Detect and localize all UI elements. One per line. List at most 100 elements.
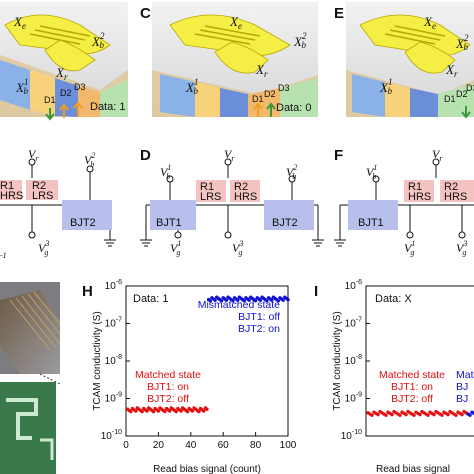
- panel-label-c: C: [140, 5, 151, 22]
- arrow-down-green: [461, 106, 471, 119]
- x-ticks: 0 20 40 60 80 100: [123, 432, 297, 451]
- gate-lines: [384, 25, 446, 45]
- vg3-label: V3 g: [456, 239, 467, 257]
- data-label: Data: X: [375, 293, 412, 305]
- data-point: [265, 299, 269, 303]
- arrow-up-orange: [253, 102, 263, 117]
- y-tick-label: 10-7: [345, 317, 362, 330]
- layer-green: [100, 80, 128, 117]
- data-point: [205, 407, 209, 411]
- label-xr: Xr: [255, 62, 268, 79]
- data-point: [384, 413, 388, 417]
- label-xe: Xe: [423, 14, 436, 31]
- vr-terminal: [432, 158, 440, 166]
- resistor-r1: [196, 180, 226, 202]
- label-d2: D2: [456, 89, 468, 99]
- resistor-r2: [440, 180, 474, 202]
- data-point: [185, 409, 190, 414]
- plot-frame: [365, 285, 474, 437]
- annotation-text: Mismatched state: [198, 299, 280, 311]
- layer-blue: [0, 60, 30, 110]
- resistor-r2: [230, 180, 260, 202]
- layer-orange: [30, 70, 55, 116]
- y-tick-label: 10-9: [105, 392, 122, 405]
- r1-state: HRS: [408, 191, 431, 203]
- bjt2-label: BJT2: [70, 217, 96, 229]
- data-point: [168, 409, 172, 413]
- panel-label-e: E: [334, 5, 344, 22]
- label-xb1: X1 b: [15, 77, 28, 96]
- r1-state: LRS: [200, 191, 221, 203]
- x-tick-label: 100: [280, 440, 297, 451]
- bjt1-label: BJT1: [156, 217, 182, 229]
- series-marks: [366, 409, 474, 417]
- vb1-label: V1 b: [160, 163, 171, 181]
- device-panel-b: Xe X2 b Xr X1 b D1 D2 D3 Data: 1: [0, 2, 128, 121]
- r1-label: R1: [0, 180, 14, 192]
- layer-blue: [160, 74, 195, 117]
- data-point: [446, 412, 450, 417]
- x-tick-label: 80: [250, 440, 262, 451]
- annotation-text: BJT1: on: [391, 381, 433, 393]
- y-tick-label: 10-10: [101, 429, 122, 442]
- data-point: [404, 412, 408, 417]
- data-point: [179, 409, 183, 413]
- label-xb1: X1 b: [379, 77, 392, 96]
- data-point: [376, 412, 380, 417]
- r1-label: R1: [200, 181, 214, 193]
- yellow-channel: [214, 41, 269, 74]
- data-label: Data: 1: [133, 293, 168, 305]
- annotation-text: BJT1: off: [238, 311, 280, 323]
- vr-label: Vr: [224, 147, 235, 163]
- layer-blue-dark: [410, 88, 438, 117]
- panel-label-d: D: [140, 147, 151, 164]
- y-axis-label: TCAM conductivity (S): [92, 311, 103, 410]
- data-point: [468, 413, 472, 417]
- y-axis-label: TCAM conductivity (S): [332, 311, 343, 410]
- x-tick-label: 40: [185, 440, 197, 451]
- vg3-terminal: [224, 231, 232, 239]
- data-point: [454, 413, 458, 417]
- bjt1-block: [348, 200, 398, 230]
- gate-lines: [194, 25, 261, 45]
- y-tick-label: 10-8: [345, 354, 362, 367]
- data-point: [213, 298, 217, 302]
- r2-label: R2: [234, 181, 248, 193]
- chip-photo: [0, 290, 60, 374]
- bjt2-block: [62, 200, 112, 230]
- annotation-text: BJ: [456, 393, 468, 405]
- data-point: [270, 298, 274, 302]
- r2-label: R2: [444, 181, 458, 193]
- label-xb2: X2 b: [91, 31, 105, 50]
- r2-label: R2: [32, 180, 46, 192]
- bjt2-block: [264, 200, 314, 230]
- vg1-label: V1 g: [404, 239, 415, 257]
- data-point: [231, 299, 235, 303]
- x-tick-label: 20: [153, 440, 165, 451]
- annotation-text: BJT2: off: [147, 393, 189, 405]
- vb-label: V2 b: [84, 151, 95, 169]
- r2-state: HRS: [444, 191, 467, 203]
- data-point: [156, 409, 161, 413]
- label-d1: D1: [44, 95, 56, 105]
- chart-h: H TCAM conductivity (S) Read bias signal…: [82, 279, 297, 474]
- label-xb1: X1 b: [185, 77, 198, 96]
- data-point: [418, 412, 422, 417]
- y-tick-label: 10-9: [345, 392, 362, 405]
- data-point: [398, 413, 402, 417]
- label-xb2: X2 b: [293, 31, 307, 50]
- r1-label: R1: [408, 181, 422, 193]
- annotation-text: BJ: [456, 381, 468, 393]
- data-point: [412, 413, 416, 417]
- vg-terminal: [28, 231, 36, 239]
- yellow-channel: [404, 41, 456, 74]
- vr-terminal: [28, 158, 36, 166]
- label-xe: Xe: [13, 14, 26, 31]
- annotation-text: BJT1: on: [147, 381, 189, 393]
- layer-blue-dark: [220, 88, 248, 117]
- data-point: [129, 409, 133, 414]
- y-ticks: 10-10 10-9 10-8 10-7 10-6: [101, 279, 130, 442]
- panel-label-f: F: [334, 147, 343, 164]
- r1-state: HRS: [0, 190, 23, 202]
- data-point: [224, 298, 229, 302]
